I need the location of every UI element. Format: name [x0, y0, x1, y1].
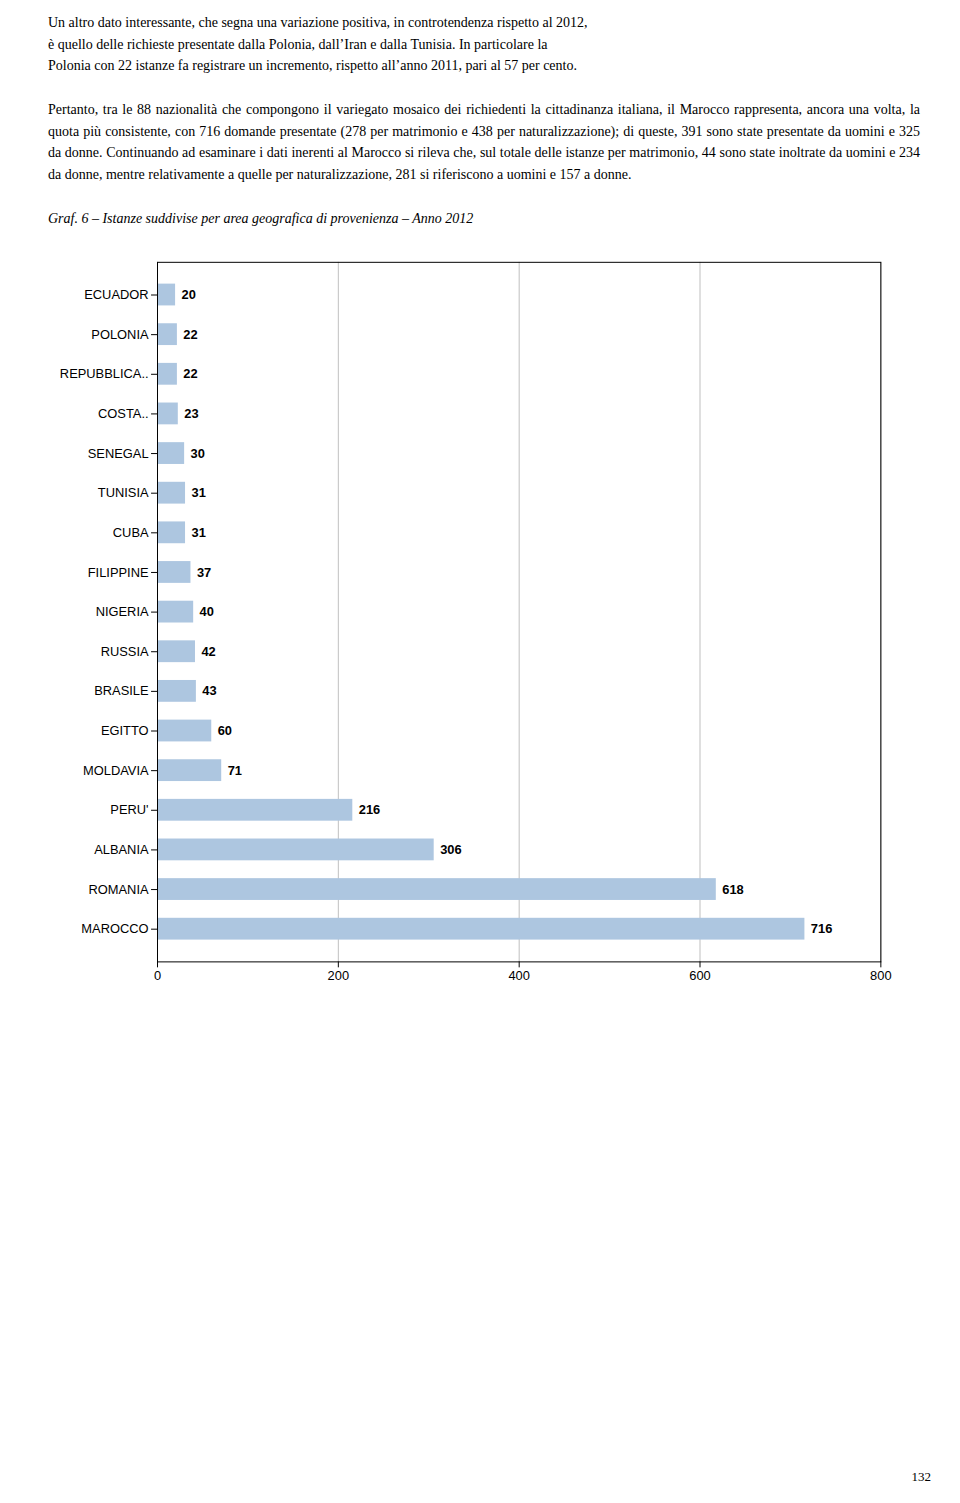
html-text:Graf. 6 – Istanze suddivise pe: Graf. 6 – Istanze suddivise per area geo… [48, 210, 474, 226]
svg-text:23: 23 [184, 406, 198, 421]
svg-text:716: 716 [811, 921, 832, 936]
svg-text:22: 22 [183, 366, 197, 381]
html-text:è quello delle richieste prese: è quello delle richieste presentate dall… [48, 36, 548, 52]
svg-text:COSTA..: COSTA.. [98, 406, 149, 421]
svg-text:CUBA: CUBA [113, 524, 149, 539]
svg-text:PERU': PERU' [110, 802, 148, 817]
svg-text:30: 30 [191, 445, 205, 460]
svg-text:NIGERIA: NIGERIA [96, 604, 149, 619]
svg-text:ROMANIA: ROMANIA [88, 881, 149, 896]
html-text:Un altro dato interessante, ch: Un altro dato interessante, che segna un… [48, 15, 588, 30]
svg-text:37: 37 [197, 564, 211, 579]
svg-text:SENEGAL: SENEGAL [88, 445, 149, 460]
svg-text:618: 618 [722, 881, 743, 896]
svg-text:0: 0 [154, 967, 161, 982]
svg-text:216: 216 [359, 802, 380, 817]
svg-text:22: 22 [183, 326, 197, 341]
svg-text:ECUADOR: ECUADOR [84, 287, 148, 302]
svg-text:TUNISIA: TUNISIA [98, 485, 149, 500]
svg-text:31: 31 [191, 524, 205, 539]
html-text:132: 132 [911, 1469, 931, 1484]
svg-text:EGITTO: EGITTO [101, 723, 149, 738]
svg-text:ALBANIA: ALBANIA [94, 842, 149, 857]
svg-text:POLONIA: POLONIA [91, 326, 149, 341]
svg-text:600: 600 [689, 967, 710, 982]
svg-text:REPUBBLICA..: REPUBBLICA.. [60, 366, 149, 381]
svg-text:800: 800 [870, 967, 891, 982]
svg-text:MOLDAVIA: MOLDAVIA [83, 762, 149, 777]
svg-text:200: 200 [328, 967, 349, 982]
svg-text:43: 43 [202, 683, 216, 698]
svg-text:BRASILE: BRASILE [94, 683, 149, 698]
svg-text:RUSSIA: RUSSIA [101, 643, 149, 658]
html-text:Pertanto, tra le 88 nazionalit: Pertanto, tra le 88 nazionalità che comp… [48, 102, 920, 183]
svg-text:306: 306 [440, 842, 461, 857]
svg-text:MAROCCO: MAROCCO [81, 921, 148, 936]
svg-text:31: 31 [191, 485, 205, 500]
svg-text:71: 71 [228, 762, 242, 777]
svg-text:20: 20 [182, 287, 196, 302]
svg-text:40: 40 [200, 604, 214, 619]
svg-text:60: 60 [218, 723, 232, 738]
svg-text:FILIPPINE: FILIPPINE [88, 564, 149, 579]
html-text:Polonia con 22 istanze fa regi: Polonia con 22 istanze fa registrare un … [48, 58, 577, 74]
svg-text:42: 42 [201, 643, 215, 658]
svg-text:400: 400 [508, 967, 529, 982]
